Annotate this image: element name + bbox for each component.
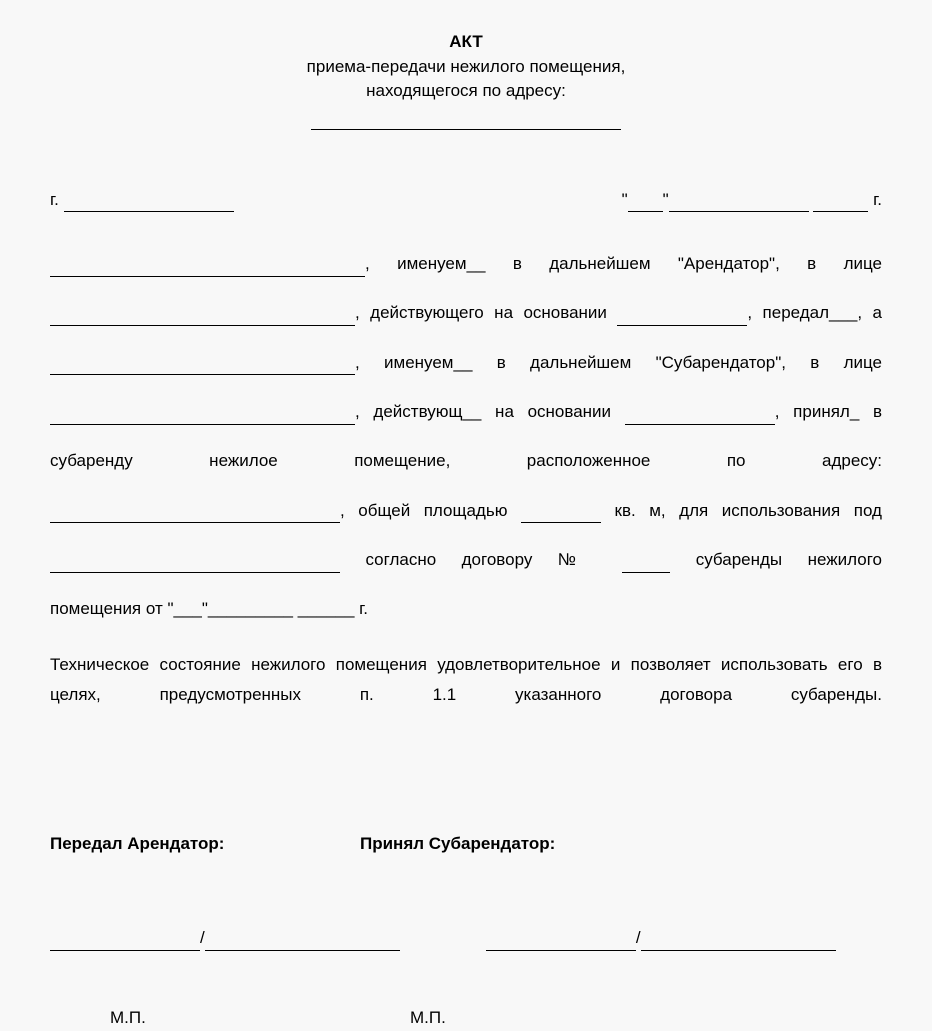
lessor-name-blank[interactable] <box>50 258 365 277</box>
document-header: АКТ приема-передачи нежилого помещения, … <box>50 30 882 138</box>
lessor-name2-blank[interactable] <box>205 932 400 951</box>
line-5: субаренду нежилое помещение, расположенн… <box>50 449 882 498</box>
line-8: помещения от "___"_________ ______ г. <box>50 597 882 622</box>
date-field: "" г. <box>622 188 882 213</box>
t4b: кв. м, для использования под <box>615 501 882 520</box>
lessor-label: Передал Арендатор: <box>50 832 360 857</box>
purpose-blank[interactable] <box>50 554 340 573</box>
sublessee-label: Принял Субарендатор: <box>360 832 555 857</box>
signature-labels: Передал Арендатор: Принял Субарендатор: <box>50 832 882 857</box>
t1c: , передал___, а <box>747 303 882 322</box>
body-text: , именуем__ в дальнейшем "Арендатор", в … <box>50 252 882 622</box>
city-prefix: г. <box>50 190 59 209</box>
t3: субаренду нежилое помещение, расположенн… <box>50 451 882 470</box>
subtitle-line1: приема-передачи нежилого помещения, <box>50 55 882 80</box>
basis2-blank[interactable] <box>625 406 775 425</box>
city-field: г. <box>50 188 234 213</box>
address2-blank[interactable] <box>50 505 340 524</box>
sublessee-rep-blank[interactable] <box>50 406 355 425</box>
date-day-blank[interactable] <box>628 194 663 213</box>
city-blank[interactable] <box>64 194 234 213</box>
sublessee-name2-blank[interactable] <box>641 932 836 951</box>
t5b: субаренды нежилого <box>696 550 882 569</box>
area-blank[interactable] <box>521 505 601 524</box>
subtitle-line2: находящегося по адресу: <box>50 79 882 104</box>
date-year-blank[interactable] <box>813 194 868 213</box>
title: АКТ <box>50 30 882 55</box>
t2b: , действующ__ на основании <box>355 402 611 421</box>
signature-lines: / / <box>50 926 882 951</box>
address-blank-line[interactable] <box>311 129 621 130</box>
t6a: помещения от "___"_________ ______ г. <box>50 599 368 618</box>
contract-num-blank[interactable] <box>622 554 670 573</box>
line-4: , действующ__ на основании , принял_ в <box>50 400 882 449</box>
sublessee-stamp: М.П. <box>360 1006 446 1031</box>
year-suffix: г. <box>873 190 882 209</box>
line-2: , действующего на основании , передал___… <box>50 301 882 350</box>
lessor-sign-blank[interactable] <box>50 932 200 951</box>
sublessee-sign-group: / <box>486 926 882 951</box>
stamp-row: М.П. М.П. <box>50 1006 882 1031</box>
line-6: , общей площадью кв. м, для использовани… <box>50 499 882 548</box>
technical-condition: Техническое состояние нежилого помещения… <box>50 650 882 742</box>
sublessee-name-blank[interactable] <box>50 357 355 376</box>
sublessee-sign-blank[interactable] <box>486 932 636 951</box>
t5a: согласно договору № <box>365 550 596 569</box>
date-month-blank[interactable] <box>669 194 809 213</box>
t2a: , именуем__ в дальнейшем "Субарендатор",… <box>355 353 882 372</box>
line-7: согласно договору № субаренды нежилого <box>50 548 882 597</box>
city-date-row: г. "" г. <box>50 188 882 213</box>
line-3: , именуем__ в дальнейшем "Субарендатор",… <box>50 351 882 400</box>
lessor-stamp: М.П. <box>50 1006 360 1031</box>
t1a: , именуем__ в дальнейшем "Арендатор", в … <box>365 254 882 273</box>
line-1: , именуем__ в дальнейшем "Арендатор", в … <box>50 252 882 301</box>
t1b: , действующего на основании <box>355 303 607 322</box>
lessor-sign-group: / <box>50 926 446 951</box>
lessor-rep-blank[interactable] <box>50 307 355 326</box>
basis1-blank[interactable] <box>617 307 747 326</box>
t2c: , принял_ в <box>775 402 882 421</box>
t4a: , общей площадью <box>340 501 507 520</box>
